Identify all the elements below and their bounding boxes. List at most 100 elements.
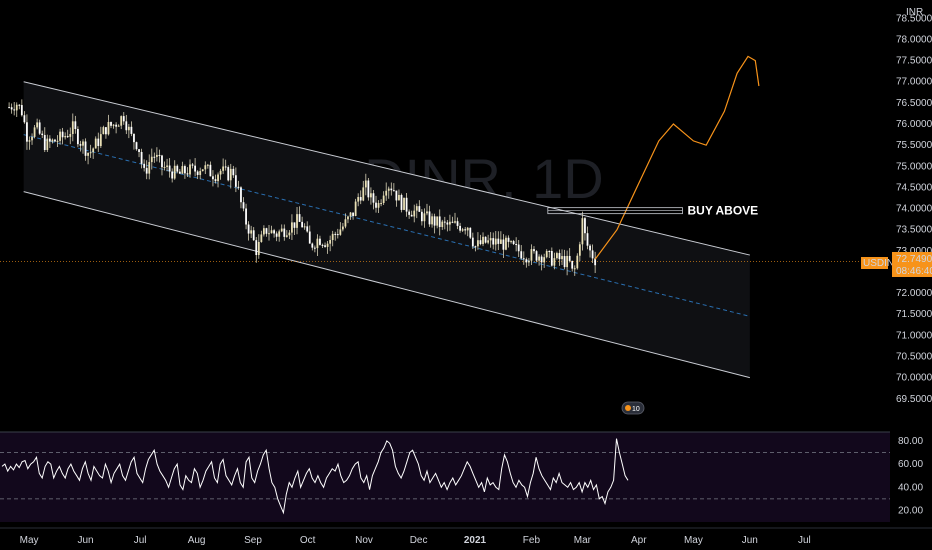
candle-body-168 [436,216,439,226]
candle-body-64 [171,171,174,179]
candle-body-127 [331,233,334,241]
candle-body-47 [127,126,130,131]
candle-body-15 [46,138,49,151]
events-badge-count: 10 [632,406,640,413]
last-price-tag: USDINR 72.7490 08:46:40 [861,252,932,277]
time-tick-8: 2021 [464,535,487,546]
price-tick-15: 71.0000 [896,330,932,341]
candle-body-160 [415,206,418,211]
candle-body-108 [283,228,286,237]
candle-body-62 [166,165,168,167]
candle-body-87 [229,168,232,181]
candle-body-100 [263,228,265,235]
events-badge[interactable]: 10 [621,401,645,415]
candle-body-223 [576,255,579,269]
candle-body-181 [469,227,472,238]
candle-body-49 [133,133,135,143]
channel-lower-line[interactable] [23,191,750,379]
candle-body-221 [571,260,574,269]
candle-body-132 [344,219,347,227]
time-axis[interactable]: May Jun Jul Aug Sep Oct Nov Dec 2021 Feb Mar Apr May… [20,535,811,546]
buy-above-label: BUY ABOVE [688,204,759,218]
candle-body-165 [428,211,431,225]
candle-body-206 [533,249,535,252]
candle-body-58 [155,154,158,157]
candle-body-75 [199,171,202,175]
candle-body-197 [510,241,512,243]
candle-body-229 [591,250,594,259]
rsi-tick-2: 40.00 [898,482,923,493]
candle-body-118 [308,231,311,244]
time-tick-14: Jul [798,535,811,546]
candle-body-50 [135,142,138,150]
candle-body-162 [420,211,423,222]
candle-body-230 [594,258,597,266]
candle-body-106 [278,231,281,237]
buy-above-zone[interactable] [547,207,683,215]
channel-mid-line[interactable] [23,134,750,317]
candle-body-35 [97,138,100,147]
candle-body-167 [433,216,436,226]
candle-body-191 [494,238,497,245]
candle-body-82 [217,174,219,182]
candle-body-142 [370,193,372,198]
candle-body-80 [212,176,214,180]
candle-body-12 [38,122,41,134]
candle-body-161 [418,206,421,212]
channel-fill [23,81,750,378]
candle-body-51 [138,149,140,152]
price-tick-1: 78.0000 [896,35,932,46]
time-tick-2: Jul [134,535,147,546]
candle-body-113 [296,214,298,228]
candle-body-56 [150,156,153,163]
projection-path[interactable] [594,55,760,260]
candle-body-135 [352,212,354,216]
candle-body-196 [507,237,510,242]
time-tick-12: May [684,535,703,546]
candle-body-96 [252,230,255,241]
price-tick-18: 69.5000 [896,394,932,405]
candle-body-61 [163,166,166,168]
candle-body-204 [527,260,530,263]
candle-body-140 [364,180,367,188]
candle-body-83 [219,170,222,175]
candle-body-105 [275,233,278,237]
candle-body-70 [186,173,189,175]
price-tick-13: 72.0000 [896,288,932,299]
candle-body-33 [92,148,95,153]
candle-body-52 [140,151,143,164]
price-tick-0: 78.5000 [896,13,932,24]
candles-group [8,99,597,276]
candle-body-157 [408,211,411,215]
time-tick-9: Feb [523,535,541,546]
candle-body-10 [33,127,36,137]
candle-body-115 [301,221,304,228]
candle-body-36 [99,134,102,147]
time-tick-7: Dec [410,535,428,546]
candle-body-103 [270,230,273,234]
time-tick-0: May [20,535,39,546]
candle-body-25 [71,121,74,135]
candle-body-173 [449,221,451,225]
candle-body-17 [51,139,54,142]
candle-body-214 [553,258,556,266]
candle-body-23 [66,136,69,138]
candle-body-44 [120,116,123,126]
candle-body-73 [194,165,197,172]
candle-body-129 [336,234,339,236]
candle-body-154 [400,194,403,210]
price-axis[interactable]: 78.5000 78.0000 77.5000 77.0000 76.5000 76.00… [896,13,932,405]
candle-body-164 [426,211,428,214]
candle-body-137 [357,197,360,202]
candle-body-31 [87,152,89,156]
candle-body-146 [380,202,383,204]
event-dot-icon [625,405,631,411]
price-tick-10: 73.5000 [896,225,932,236]
candle-body-152 [395,190,398,201]
price-tick-4: 76.5000 [896,98,932,109]
candle-body-176 [456,221,459,226]
rsi-pane[interactable] [0,431,890,522]
channel-upper-line[interactable] [23,81,750,256]
candle-body-139 [362,187,365,201]
